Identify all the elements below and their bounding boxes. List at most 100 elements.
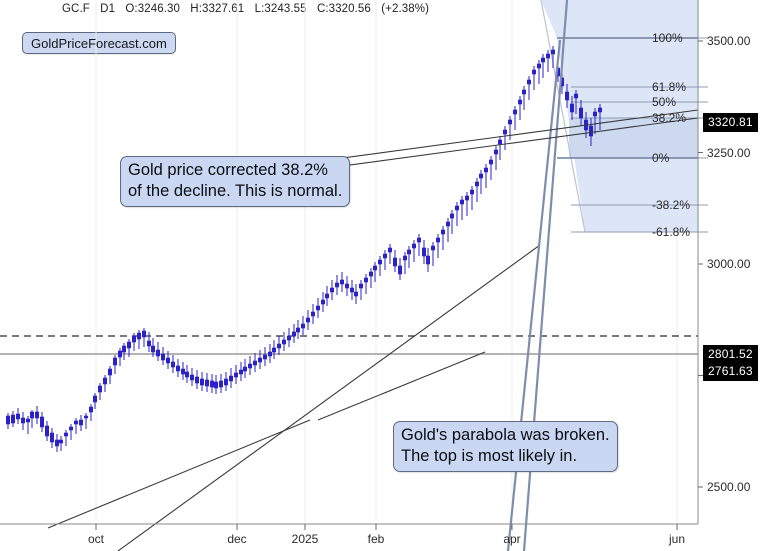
candle-body xyxy=(464,195,469,201)
candle-body xyxy=(497,139,502,145)
candle-body xyxy=(176,365,181,372)
watermark-label: GoldPriceForecast.com xyxy=(31,35,167,51)
price-tag-last-price: 3320.81 xyxy=(703,112,758,132)
candle-body xyxy=(536,63,541,69)
candle-body xyxy=(54,439,59,447)
fib-label-50%: 50% xyxy=(652,95,677,109)
fib-label-61.8%: 61.8% xyxy=(652,80,687,94)
candle-body xyxy=(20,417,25,424)
fib-label-100%: 100% xyxy=(652,31,683,45)
fib-label--38.2%: -38.2% xyxy=(652,198,691,212)
candle-body xyxy=(248,363,253,369)
candle-body xyxy=(517,99,522,105)
candle-body xyxy=(118,350,123,358)
fib-label-38.2%: 38.2% xyxy=(652,111,687,125)
candle-body xyxy=(15,413,20,420)
candle-body xyxy=(435,237,440,243)
callout1-line2: of the decline. This is normal. xyxy=(128,182,343,201)
candle-body xyxy=(545,53,550,59)
callout1-line1: Gold price corrected 38.2% xyxy=(128,161,328,179)
price-tick-label-2500.00: 2500.00 xyxy=(707,480,751,494)
candle-body xyxy=(592,111,597,117)
candle-body xyxy=(449,213,454,219)
candle-body xyxy=(127,341,132,349)
candle-body xyxy=(402,255,407,261)
quote-symbol: GC.F xyxy=(62,3,90,15)
candle-body xyxy=(166,357,171,364)
candle-body xyxy=(89,406,94,413)
candle-body xyxy=(382,253,387,259)
candle-body xyxy=(454,205,459,211)
x-axis-label-apr: apr xyxy=(503,532,521,546)
candle-body xyxy=(103,377,108,385)
candle-body xyxy=(286,335,291,341)
fib-label--61.8%: -61.8% xyxy=(652,225,691,239)
candle-body xyxy=(171,361,176,368)
trendline-steeper-support xyxy=(117,244,541,551)
candle-body xyxy=(132,335,137,343)
candle-body xyxy=(281,339,286,345)
candle-body xyxy=(540,57,545,63)
quote-low: L:3243.55 xyxy=(254,3,307,15)
candle-body xyxy=(421,247,426,257)
x-axis-label-2025: 2025 xyxy=(291,532,319,546)
candle-body xyxy=(353,291,358,297)
quote-high: H:3327.61 xyxy=(190,3,245,15)
candle-body xyxy=(181,368,186,375)
candle-body xyxy=(147,340,152,347)
candle-body xyxy=(69,426,74,431)
candle-body xyxy=(25,418,30,423)
quote-header: GC.F D1 O:3246.30 H:3327.61 L:3243.55 C:… xyxy=(62,3,436,15)
candle-body xyxy=(93,395,98,403)
candle-body xyxy=(229,375,234,382)
candle-body xyxy=(349,287,354,293)
candle-body xyxy=(502,129,507,135)
candle-body xyxy=(137,332,142,340)
candle-body xyxy=(310,311,315,317)
candle-body xyxy=(262,354,267,360)
price-tick-label-3250.00: 3250.00 xyxy=(707,145,751,160)
price-tag-solid-level: 2761.63 xyxy=(703,362,758,382)
candle-body xyxy=(239,369,244,375)
x-axis-label-feb: feb xyxy=(367,532,385,546)
candle-body xyxy=(74,420,79,425)
candle-body xyxy=(478,173,483,179)
candle-body xyxy=(521,89,526,95)
candle-body xyxy=(291,331,296,337)
candle-body xyxy=(214,381,219,389)
candle-body xyxy=(142,330,147,338)
x-axis-label-oct: oct xyxy=(87,532,105,546)
candle-body xyxy=(243,366,248,372)
candle-body xyxy=(276,343,281,349)
candle-body xyxy=(305,317,310,323)
candle-body xyxy=(344,283,349,289)
candle-body xyxy=(329,287,334,293)
watermark-badge: GoldPriceForecast.com xyxy=(22,32,176,54)
candle-body xyxy=(392,257,397,267)
candle-body xyxy=(200,378,205,386)
candle-body xyxy=(253,360,258,366)
quote-interval: D1 xyxy=(100,3,116,15)
candle-body xyxy=(219,380,224,388)
fib-label-0%: 0% xyxy=(652,151,670,165)
candle-body xyxy=(49,432,54,443)
candle-body xyxy=(44,425,49,437)
candle-body xyxy=(29,411,34,419)
candlestick-series xyxy=(6,46,602,452)
trendline-lower-rising-support xyxy=(317,351,486,421)
candle-body xyxy=(156,349,161,357)
x-axis-label-dec: dec xyxy=(227,532,247,546)
candle-body xyxy=(474,181,479,187)
candle-body xyxy=(339,279,344,285)
candle-body xyxy=(469,189,474,195)
candle-body xyxy=(79,419,84,426)
candle-body xyxy=(190,374,195,381)
quote-close: C:3320.56 xyxy=(316,3,371,15)
candle-body xyxy=(588,125,593,137)
candle-body xyxy=(108,368,113,376)
fib-zone-fill-upper xyxy=(541,0,698,38)
candle-body xyxy=(512,109,517,115)
fib-correction-callout: Gold price corrected 38.2% of the declin… xyxy=(120,156,351,208)
